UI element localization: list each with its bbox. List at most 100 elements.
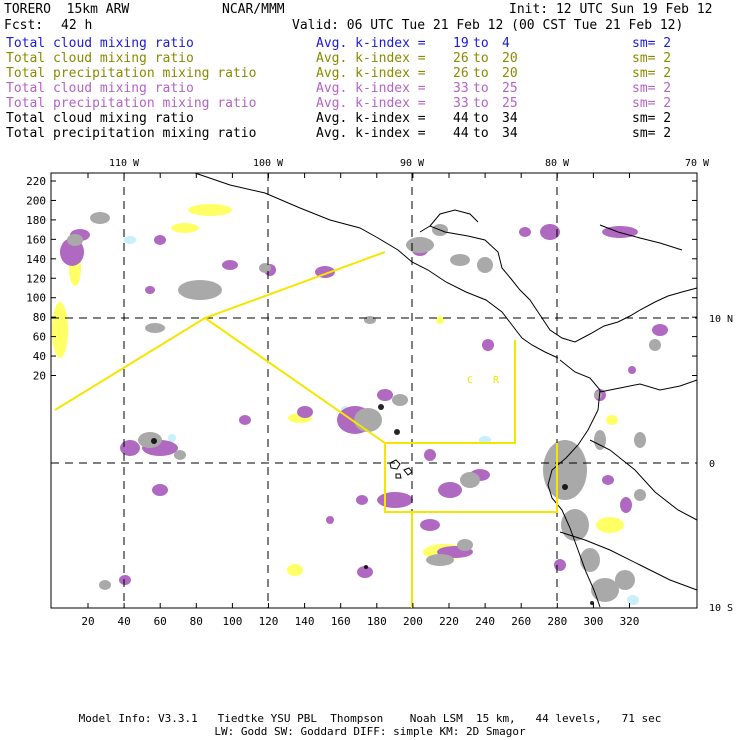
field-patch	[562, 484, 568, 490]
legend-avg: Avg. k-index =	[316, 126, 426, 141]
field-patch	[119, 575, 131, 585]
field-patch	[460, 472, 480, 488]
central-america-coast	[194, 172, 559, 359]
legend-row: Total cloud mixing ratio Avg. k-index = 26…	[6, 51, 726, 66]
field-patch	[615, 570, 635, 590]
legend-from: 33	[453, 96, 469, 111]
legend-to: 34	[502, 126, 518, 141]
legend-field: Total cloud mixing ratio	[6, 36, 194, 51]
legend-avg: Avg. k-index =	[316, 36, 426, 51]
field-patch	[392, 394, 408, 406]
y-tick-label: 220	[26, 175, 46, 188]
field-patch	[628, 366, 636, 374]
legend-row: Total cloud mixing ratio Avg. k-index = 44…	[6, 111, 726, 126]
legend-to: 4	[502, 36, 510, 51]
forecast-label: Fcst:	[4, 18, 44, 33]
legend-to-word: to	[473, 96, 489, 111]
field-patch	[259, 263, 271, 273]
legend-to-word: to	[473, 111, 489, 126]
legend-from: 19	[453, 36, 469, 51]
legend-to: 25	[502, 81, 518, 96]
map-frame	[50, 172, 698, 609]
andes-border-2	[589, 439, 698, 521]
latitude-label: 0	[709, 459, 715, 470]
legend-to-word: to	[473, 126, 489, 141]
y-tick-label: 120	[26, 272, 46, 285]
field-patch	[580, 548, 600, 572]
coastlines	[194, 172, 698, 608]
field-patch	[606, 415, 618, 425]
legend-sm: sm= 2	[632, 111, 672, 126]
field-patch	[519, 227, 531, 237]
field-patch	[426, 554, 454, 566]
region-letter-c: C	[467, 375, 473, 386]
x-tick-label: 240	[475, 615, 495, 628]
field-patch	[222, 260, 238, 270]
field-patch	[188, 204, 232, 216]
legend-field: Total precipitation mixing ratio	[6, 66, 257, 81]
galapagos-1	[389, 459, 401, 470]
x-tick-label: 280	[547, 615, 567, 628]
legend-row: Total cloud mixing ratio Avg. k-index = 33…	[6, 81, 726, 96]
y-tick-label: 20	[33, 370, 46, 383]
field-patch	[178, 280, 222, 300]
x-axis-labels: 20 40 60 80 100 120 140 160 180 200 220 240 260 280 30…	[81, 615, 639, 628]
legend-row: Total precipitation mixing ratio Avg. k-i…	[6, 66, 726, 81]
field-patch	[477, 257, 493, 273]
south-america-coast	[547, 359, 601, 608]
legend-avg: Avg. k-index =	[316, 66, 426, 81]
analysis-boxes	[54, 251, 558, 608]
field-patch	[627, 595, 639, 605]
y-tick-label: 180	[26, 214, 46, 227]
legend-to: 25	[502, 96, 518, 111]
field-patch	[602, 475, 614, 485]
field-patch	[154, 235, 166, 245]
field-patch	[120, 440, 140, 456]
legend-sm: sm= 2	[632, 126, 672, 141]
field-patch	[354, 408, 382, 432]
organization: NCAR/MMM	[222, 2, 285, 17]
x-tick-label: 220	[439, 615, 459, 628]
legend-sm: sm= 2	[632, 51, 672, 66]
x-tick-label: 320	[620, 615, 640, 628]
field-patch	[436, 316, 444, 324]
field-patch	[145, 323, 165, 333]
forecast-hour: 42 h	[61, 18, 93, 33]
longitude-label: 70 W	[685, 158, 710, 169]
latitude-labels: 10 N 0 10 S	[709, 314, 733, 614]
longitude-label: 110 W	[109, 158, 140, 169]
field-patch	[543, 440, 587, 500]
legend-to-word: to	[473, 51, 489, 66]
field-patch	[420, 519, 440, 531]
legend-from: 26	[453, 51, 469, 66]
model-info-line1: Model Info: V3.3.1 Tiedtke YSU PBL Thomp…	[78, 712, 662, 725]
field-patch	[297, 406, 313, 418]
model-info-line2: LW: Godd SW: Goddard DIFF: simple KM: 2D…	[214, 725, 526, 738]
x-tick-label: 260	[511, 615, 531, 628]
field-patch	[67, 234, 83, 246]
field-patch	[378, 404, 384, 410]
legend-row: Total precipitation mixing ratio Avg. k-i…	[6, 96, 726, 111]
field-shading	[52, 204, 668, 605]
field-patch	[326, 516, 334, 524]
field-patch	[424, 449, 436, 461]
y-tick-label: 160	[26, 233, 46, 246]
legend-avg: Avg. k-index =	[316, 51, 426, 66]
x-tick-label: 140	[295, 615, 315, 628]
domain-outline-north	[54, 251, 386, 411]
legend-avg: Avg. k-index =	[316, 81, 426, 96]
legend-field: Total cloud mixing ratio	[6, 51, 194, 66]
legend-to-word: to	[473, 36, 489, 51]
init-time: Init: 12 UTC Sun 19 Feb 12	[509, 2, 713, 17]
field-patch	[438, 482, 462, 498]
field-patch	[90, 212, 110, 224]
legend-from: 33	[453, 81, 469, 96]
legend-field: Total cloud mixing ratio	[6, 81, 194, 96]
axis-ticks	[51, 173, 697, 608]
latitude-label: 10 S	[709, 603, 733, 614]
y-tick-label: 100	[26, 292, 46, 305]
andes-border-3	[559, 531, 698, 591]
field-patch	[457, 539, 473, 551]
legend-to-word: to	[473, 66, 489, 81]
latitude-label: 10 N	[709, 314, 733, 325]
